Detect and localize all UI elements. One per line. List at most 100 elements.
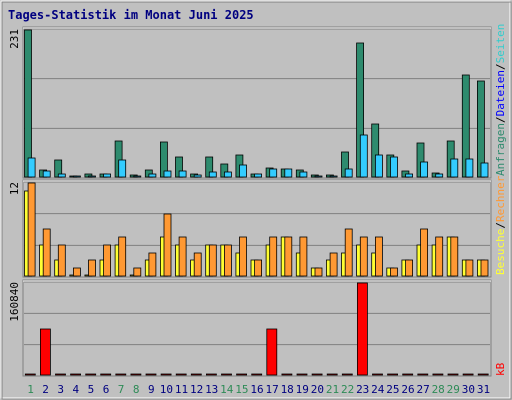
bar-kbytes-kB-day-28 xyxy=(432,373,444,376)
bar-requests-Dateien-day-19 xyxy=(299,171,308,178)
bar-kbytes-kB-day-26 xyxy=(402,373,414,376)
chart-title: Tages-Statistik im Monat Juni 2025 xyxy=(8,8,254,22)
bar-kbytes-kB-day-6 xyxy=(100,373,112,376)
legend-visits-item-1: / xyxy=(494,222,507,229)
x-tick-label-11: 11 xyxy=(175,383,188,396)
x-tick-label-20: 20 xyxy=(311,383,324,396)
bar-requests-Dateien-day-11 xyxy=(178,170,187,178)
bar-requests-Dateien-day-5 xyxy=(88,175,96,178)
panel-visits: 12 xyxy=(8,179,492,278)
panel-requests: 231 xyxy=(8,26,492,179)
bar-requests-Dateien-day-17 xyxy=(269,168,278,178)
bar-visits-Rechner-day-30 xyxy=(465,259,474,277)
bar-kbytes-kB-day-23 xyxy=(356,282,368,376)
x-tick-label-3: 3 xyxy=(57,383,64,396)
panel-requests-ymax-label: 231 xyxy=(8,29,21,49)
chart-panels: 231 12 160840 xyxy=(8,26,492,377)
bar-kbytes-kB-day-17 xyxy=(266,328,278,376)
bar-kbytes-kB-day-20 xyxy=(311,373,323,376)
x-tick-label-26: 26 xyxy=(401,383,414,396)
bar-kbytes-kB-day-22 xyxy=(341,373,353,376)
bar-visits-Rechner-day-1 xyxy=(27,182,36,277)
bar-kbytes-kB-day-8 xyxy=(130,373,142,376)
bar-requests-Dateien-day-20 xyxy=(314,175,323,178)
x-tick-label-4: 4 xyxy=(72,383,79,396)
bar-kbytes-kB-day-11 xyxy=(175,373,187,376)
x-tick-label-13: 13 xyxy=(205,383,218,396)
bar-visits-Rechner-day-4 xyxy=(73,267,81,277)
bar-visits-Rechner-day-18 xyxy=(284,236,293,277)
bar-visits-Rechner-day-10 xyxy=(163,213,172,277)
x-tick-label-2: 2 xyxy=(42,383,49,396)
bar-kbytes-kB-day-27 xyxy=(417,373,429,376)
bar-requests-Dateien-day-12 xyxy=(193,174,202,178)
x-tick-label-25: 25 xyxy=(386,383,399,396)
bar-requests-Dateien-day-2 xyxy=(42,170,51,178)
legend-visits: Besuche/Rechner xyxy=(494,175,507,275)
bar-kbytes-kB-day-9 xyxy=(145,373,157,376)
bar-visits-Rechner-day-13 xyxy=(208,244,217,277)
bar-kbytes-kB-day-13 xyxy=(205,373,217,376)
bar-kbytes-kB-day-10 xyxy=(160,373,172,376)
bar-visits-Rechner-day-7 xyxy=(118,236,127,277)
bar-requests-Dateien-day-6 xyxy=(103,173,111,178)
legend-requests-item-3: / xyxy=(494,63,507,70)
bar-requests-Anfragen-day-1 xyxy=(24,29,32,178)
x-axis-labels: 1 2 3 4 5 6 7 8 9 10 11 12 13 14 15 16 17 18 19 20 21 22 23 24 2… xyxy=(27,383,490,396)
bar-requests-Dateien-day-7 xyxy=(118,159,127,178)
x-tick-label-14: 14 xyxy=(220,383,234,396)
bar-visits-Rechner-day-23 xyxy=(359,236,368,277)
bar-requests-Dateien-day-21 xyxy=(329,175,338,178)
x-tick-label-5: 5 xyxy=(88,383,95,396)
bar-visits-Rechner-day-20 xyxy=(314,267,323,277)
x-tick-label-8: 8 xyxy=(133,383,140,396)
series-Dateien xyxy=(27,134,489,178)
bar-requests-Dateien-day-13 xyxy=(208,171,217,178)
bar-visits-Rechner-day-25 xyxy=(390,267,398,277)
bar-requests-Dateien-day-8 xyxy=(133,175,142,178)
bar-kbytes-kB-day-19 xyxy=(296,373,308,376)
bar-visits-Rechner-day-14 xyxy=(223,244,232,277)
legend-kbytes-item-0: kB xyxy=(494,362,507,376)
bar-requests-Dateien-day-28 xyxy=(435,173,444,178)
series-kB xyxy=(24,282,489,376)
legend-kbytes: kB xyxy=(494,362,507,376)
x-tick-label-16: 16 xyxy=(250,383,263,396)
bar-requests-Dateien-day-23 xyxy=(359,134,368,178)
legend-requests-item-2: Dateien xyxy=(494,70,507,116)
bar-visits-Rechner-day-5 xyxy=(88,259,96,277)
x-tick-label-27: 27 xyxy=(416,383,429,396)
bar-kbytes-kB-day-30 xyxy=(462,373,474,376)
x-tick-label-12: 12 xyxy=(190,383,203,396)
bar-requests-Dateien-day-22 xyxy=(344,168,353,178)
bar-requests-Dateien-day-26 xyxy=(405,173,414,178)
bar-visits-Rechner-day-17 xyxy=(269,236,278,277)
bar-visits-Rechner-day-12 xyxy=(193,252,202,277)
legend-requests: Anfragen/Dateien/Seiten xyxy=(494,24,507,176)
bar-visits-Rechner-day-24 xyxy=(374,236,383,277)
bar-visits-Rechner-day-6 xyxy=(103,244,111,277)
x-tick-label-28: 28 xyxy=(432,383,445,396)
legend-requests-item-1: / xyxy=(494,116,507,123)
bar-visits-Rechner-day-31 xyxy=(480,259,489,277)
x-tick-label-31: 31 xyxy=(477,383,490,396)
bar-requests-Dateien-day-4 xyxy=(73,175,81,178)
bar-requests-Dateien-day-29 xyxy=(450,158,459,178)
bar-visits-Rechner-day-28 xyxy=(435,236,444,277)
bar-kbytes-kB-day-5 xyxy=(85,373,97,376)
bar-requests-Dateien-day-30 xyxy=(465,158,474,178)
bar-kbytes-kB-day-16 xyxy=(251,373,263,376)
panel-kbytes: 160840 xyxy=(8,279,492,377)
bar-requests-Dateien-day-16 xyxy=(254,173,263,178)
bar-visits-Rechner-day-22 xyxy=(344,228,353,277)
x-tick-label-24: 24 xyxy=(371,383,385,396)
bar-requests-Dateien-day-18 xyxy=(284,168,293,178)
bar-visits-Rechner-day-26 xyxy=(405,259,414,277)
x-tick-label-6: 6 xyxy=(103,383,110,396)
legend-requests-item-0: Anfragen xyxy=(494,123,507,176)
bar-kbytes-kB-day-29 xyxy=(447,373,459,376)
bar-requests-Dateien-day-9 xyxy=(148,173,157,178)
